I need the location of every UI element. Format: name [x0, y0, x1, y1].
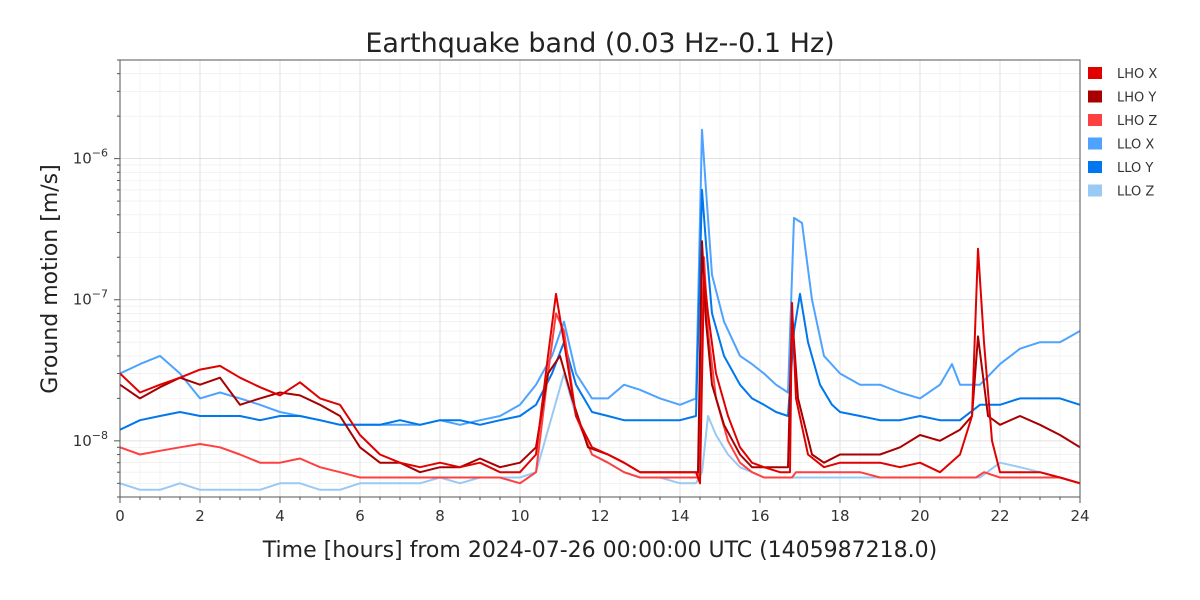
series-line-lho-x — [120, 247, 1080, 485]
legend-swatch — [1088, 90, 1102, 103]
plot-area — [120, 128, 1080, 491]
legend-item: LHO X — [1088, 67, 1157, 82]
legend-swatch — [1088, 184, 1102, 197]
x-tick-label: 18 — [830, 507, 849, 525]
legend-swatch — [1088, 114, 1102, 126]
x-tick-label: 14 — [670, 507, 689, 525]
legend-item: LLO Y — [1088, 161, 1153, 176]
y-axis-label: Ground motion [m/s] — [38, 164, 63, 393]
legend-label: LLO Y — [1117, 161, 1153, 176]
x-tick-label: 22 — [990, 507, 1009, 525]
x-axis-label: Time [hours] from 2024-07-26 00:00:00 UT… — [262, 538, 937, 563]
x-tick-label: 10 — [510, 507, 529, 525]
x-tick-label: 8 — [435, 507, 445, 525]
legend-item: LLO Z — [1088, 184, 1154, 200]
x-tick-label: 20 — [910, 507, 929, 525]
x-tick-label: 4 — [275, 507, 285, 525]
chart-grid — [119, 59, 1081, 498]
x-tick-label: 24 — [1070, 507, 1089, 525]
legend-label: LHO Y — [1117, 91, 1156, 106]
legend-swatch — [1088, 67, 1102, 79]
x-tick-label: 2 — [195, 507, 205, 525]
legend-item: LLO X — [1088, 137, 1154, 153]
x-tick-label: 16 — [750, 507, 769, 525]
series-line-lho-z — [120, 256, 1080, 485]
x-tick-label: 0 — [115, 507, 125, 525]
legend: LHO X LHO Y LHO Z LLO X LLO Y LLO Z — [1088, 67, 1157, 200]
y-tick-label: 10−6 — [73, 147, 108, 168]
legend-label: LLO X — [1117, 138, 1154, 153]
chart-title: Earthquake band (0.03 Hz--0.1 Hz) — [365, 28, 834, 59]
legend-item: LHO Y — [1088, 90, 1156, 106]
legend-label: LHO Z — [1117, 114, 1157, 129]
y-tick-label: 10−8 — [73, 429, 108, 450]
legend-swatch — [1088, 137, 1102, 150]
y-axis: 10−8 10−7 10−6 — [73, 59, 120, 498]
x-tick-label: 6 — [355, 507, 365, 525]
legend-swatch — [1088, 161, 1102, 173]
x-axis: 0 2 4 6 8 10 12 14 16 18 20 22 24 — [115, 497, 1090, 525]
x-tick-label: 12 — [590, 507, 609, 525]
y-tick-label: 10−7 — [73, 288, 108, 309]
legend-label: LLO Z — [1117, 185, 1154, 200]
legend-item: LHO Z — [1088, 114, 1157, 129]
legend-label: LHO X — [1117, 67, 1157, 82]
series-line-llo-y — [120, 188, 1080, 431]
